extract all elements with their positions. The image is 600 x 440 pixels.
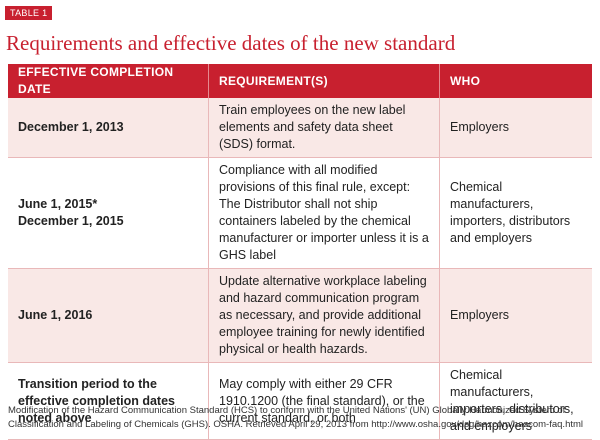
table-row: Transition period to the effective compl… <box>8 362 592 440</box>
who-cell: Chemical manufacturers, importers, distr… <box>439 157 592 269</box>
date-cell: Transition period to the effective compl… <box>8 362 209 440</box>
header-row: EFFECTIVE COMPLETION DATE REQUIREMENT(S)… <box>8 64 592 98</box>
date-text: December 1, 2013 <box>18 120 124 134</box>
table-head: EFFECTIVE COMPLETION DATE REQUIREMENT(S)… <box>8 64 592 98</box>
column-header: EFFECTIVE COMPLETION DATE <box>8 64 209 98</box>
table-row: June 1, 2016 Update alternative workplace… <box>8 268 592 363</box>
date-cell: June 1, 2015* December 1, 2015 <box>8 157 209 269</box>
who-cell: Employers <box>439 98 592 158</box>
requirement-cell: Update alternative workplace labeling an… <box>208 268 440 363</box>
table-body: December 1, 2013 Train employees on the n… <box>8 98 592 440</box>
column-header: REQUIREMENT(S) <box>208 64 440 98</box>
table-row: June 1, 2015* December 1, 2015 Compliance … <box>8 157 592 269</box>
who-cell: Employers <box>439 268 592 363</box>
date-text: June 1, 2015* <box>18 197 98 211</box>
date-cell: December 1, 2013 <box>8 98 209 158</box>
table-label: TABLE 1 <box>5 6 53 20</box>
requirement-cell: Train employees on the new label element… <box>208 98 440 158</box>
column-header: WHO <box>439 64 592 98</box>
date-text: Transition period to the effective compl… <box>18 376 175 425</box>
date-text: December 1, 2015 <box>18 214 124 228</box>
requirement-cell: May comply with either 29 CFR 1910.1200 … <box>208 362 440 440</box>
source-note: Modification of the Hazard Communication… <box>8 405 584 430</box>
table-row: December 1, 2013 Train employees on the n… <box>8 98 592 158</box>
table-title: Requirements and effective dates of the … <box>6 31 456 55</box>
date-cell: June 1, 2016 <box>8 268 209 363</box>
requirement-cell: Compliance with all modified provisions … <box>208 157 440 269</box>
requirements-table: EFFECTIVE COMPLETION DATE REQUIREMENT(S)… <box>8 64 592 440</box>
date-text: June 1, 2016 <box>18 308 93 322</box>
